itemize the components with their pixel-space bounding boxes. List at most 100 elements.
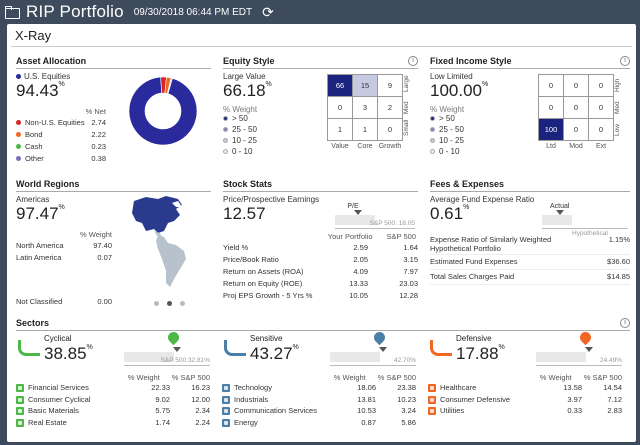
- info-icon[interactable]: i: [620, 56, 630, 66]
- sector-group-cyclical: Cyclical 38.85% S&P 500:32.81% % Weight% S&…: [16, 329, 210, 428]
- sector-benchmark-value: 5.86: [401, 417, 416, 427]
- fees-hypothetical-label: Hypothetical: [572, 230, 608, 237]
- sector-benchmark-value: 2.24: [195, 417, 210, 427]
- style-cell: 1: [353, 119, 377, 140]
- asset-allocation-panel: Asset Allocation U.S. Equities 94.43% % …: [16, 56, 211, 168]
- hudson-bay-shape: [172, 201, 182, 207]
- equity-style-legend: > 50 25 - 50 10 - 25 0 - 10: [223, 114, 418, 158]
- sector-row: Basic Materials 5.75 2.34: [16, 405, 210, 417]
- sector-label: Communication Services: [222, 406, 317, 416]
- style-cell: 15: [353, 75, 377, 96]
- allocation-dot: [16, 156, 21, 162]
- sector-group-name: Defensive: [456, 334, 492, 343]
- pager-dot-active[interactable]: [167, 301, 172, 306]
- world-map: [132, 196, 186, 287]
- sector-benchmark: 42.70%: [393, 357, 416, 364]
- allocation-row: Non-U.S. Equities 2.74: [16, 116, 106, 128]
- stat-values: 2.59 1.64: [340, 243, 418, 252]
- sector-values: 13.81 10.23: [346, 395, 416, 404]
- sector-values: 0.87 5.86: [346, 418, 416, 427]
- stats-table: Yield % 2.59 1.64 Price/Book Ratio 2.05 3.15 R…: [223, 241, 418, 301]
- allocation-row: Cash 0.23: [16, 140, 106, 152]
- equity-style-title: Equity Style: [223, 56, 275, 66]
- info-icon[interactable]: i: [620, 318, 630, 328]
- info-icon[interactable]: i: [408, 56, 418, 66]
- stat-values: 2.05 3.15: [340, 255, 418, 264]
- sector-benchmark-value: 23.38: [397, 383, 416, 393]
- stat-benchmark: 3.15: [403, 254, 418, 264]
- sector-row: Communication Services 10.53 3.24: [222, 405, 416, 417]
- sector-values: 5.75 2.34: [140, 406, 210, 415]
- sector-group-header: Sensitive 43.27% 42.70%: [222, 329, 416, 372]
- style-legend-item: > 50: [430, 114, 630, 125]
- style-cell: 0: [378, 119, 402, 140]
- allocation-row: Bond 2.22: [16, 128, 106, 140]
- sector-gauge-fill: [124, 352, 174, 362]
- allocation-label: Cash: [16, 142, 43, 151]
- style-cell: 0: [589, 119, 613, 140]
- style-cell: 0: [328, 97, 352, 118]
- sector-label: Consumer Cyclical: [16, 395, 91, 404]
- sector-benchmark-value: 2.34: [195, 406, 210, 416]
- not-classified-row: Not Classified 0.00: [16, 296, 112, 306]
- fees-gauge-fill: [542, 215, 572, 225]
- fees-panel: Fees & Expenses Average Fund Expense Rat…: [430, 179, 630, 311]
- panel-divider: [430, 68, 630, 69]
- sector-marker: [173, 347, 181, 352]
- stat-benchmark: 12.28: [399, 290, 418, 300]
- fixed-weight-label: % Weight: [430, 105, 465, 114]
- allocation-value: 0.23: [91, 141, 106, 151]
- sector-icon: [16, 384, 24, 393]
- sector-marker: [585, 347, 593, 352]
- south-america-shape: [156, 235, 186, 287]
- style-cell: 0: [589, 97, 613, 118]
- stat-row: Yield % 2.59 1.64: [223, 241, 418, 253]
- stats-col-headers: Your Portfolio S&P 500: [327, 232, 416, 241]
- style-row-label: Large: [403, 75, 410, 92]
- stat-label: Proj EPS Growth - 5 Yrs %: [223, 290, 313, 300]
- portfolio-datetime: 09/30/2018 06:44 PM EDT: [133, 6, 253, 18]
- sector-values: 0.33 2.83: [552, 406, 622, 415]
- sector-group-value: 38.85%: [44, 344, 93, 363]
- allocation-row: Other 0.38: [16, 152, 106, 164]
- stock-stats-panel: Stock Stats Price/Prospective Earnings 1…: [223, 179, 418, 311]
- allocation-label: Bond: [16, 130, 43, 139]
- pager-dot[interactable]: [180, 301, 185, 306]
- sector-benchmark-value: 2.83: [607, 406, 622, 416]
- style-cell: 9: [378, 75, 402, 96]
- sector-gauge-fill: [536, 352, 586, 362]
- region-row: Latin America 0.07: [16, 251, 112, 263]
- pager-dot[interactable]: [154, 301, 159, 306]
- sector-table: Healthcare 13.58 14.54 Consumer Defensive 3.…: [428, 382, 622, 417]
- sector-label: Industrials: [222, 395, 268, 404]
- legend-dot: [223, 149, 228, 155]
- sector-weight: 5.75: [155, 406, 170, 416]
- sector-benchmark-value: 7.12: [607, 394, 622, 404]
- north-america-shape: [132, 196, 182, 233]
- fee-row: Expense Ratio of Similarly Weighted Hypo…: [430, 233, 630, 255]
- equity-weight-label: % Weight: [223, 105, 258, 114]
- fee-value: $14.85: [607, 272, 630, 281]
- style-col-label: Core: [357, 143, 373, 150]
- legend-dot: [430, 138, 435, 144]
- region-col-header: % Weight: [80, 230, 112, 239]
- fee-value: 1.15%: [608, 235, 630, 244]
- net-col-header: % Net: [85, 107, 106, 116]
- us-equities-value: 94.43%: [16, 81, 65, 100]
- stat-portfolio: 4.09: [353, 266, 368, 276]
- style-cell: 0: [564, 97, 588, 118]
- map-pager[interactable]: [154, 301, 189, 306]
- refresh-icon[interactable]: ⟳: [262, 3, 274, 20]
- sector-weight: 3.97: [567, 394, 582, 404]
- section-title: X-Ray: [15, 28, 52, 43]
- legend-dot: [223, 138, 228, 144]
- style-legend-item: 25 - 50: [430, 125, 630, 136]
- sector-weight: 13.81: [357, 394, 376, 404]
- style-col-label: Mod: [569, 143, 583, 150]
- style-cell: 0: [564, 75, 588, 96]
- stat-label: Yield %: [223, 242, 249, 252]
- sector-label: Financial Services: [16, 383, 89, 393]
- sector-icon: [222, 395, 230, 404]
- stat-row: Price/Book Ratio 2.05 3.15: [223, 253, 418, 265]
- legend-dot: [430, 149, 435, 155]
